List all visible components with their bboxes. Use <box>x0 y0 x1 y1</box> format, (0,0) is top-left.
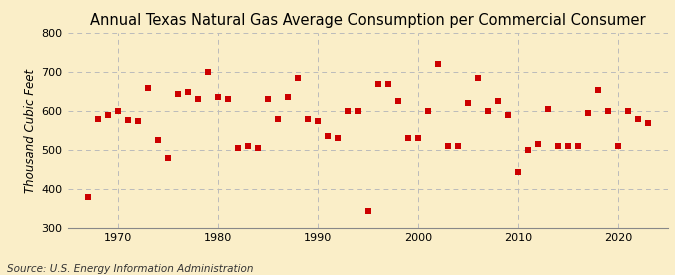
Point <box>593 87 603 92</box>
Text: Source: U.S. Energy Information Administration: Source: U.S. Energy Information Administ… <box>7 264 253 274</box>
Point <box>443 144 454 148</box>
Point <box>232 146 243 150</box>
Point <box>182 89 193 94</box>
Point <box>272 117 283 121</box>
Point <box>112 109 123 113</box>
Point <box>202 70 213 74</box>
Point <box>172 91 183 96</box>
Y-axis label: Thousand Cubic Feet: Thousand Cubic Feet <box>24 68 37 193</box>
Point <box>583 111 593 115</box>
Point <box>313 119 323 123</box>
Point <box>493 99 504 103</box>
Point <box>423 109 433 113</box>
Point <box>292 76 303 80</box>
Point <box>452 144 463 148</box>
Point <box>302 117 313 121</box>
Title: Annual Texas Natural Gas Average Consumption per Commercial Consumer: Annual Texas Natural Gas Average Consump… <box>90 13 646 28</box>
Point <box>263 97 273 101</box>
Point <box>643 121 653 125</box>
Point <box>282 95 293 100</box>
Point <box>412 136 423 141</box>
Point <box>513 169 524 174</box>
Point <box>392 99 403 103</box>
Point <box>383 82 394 86</box>
Point <box>572 144 583 148</box>
Point <box>533 142 543 147</box>
Point <box>462 101 473 106</box>
Point <box>212 95 223 100</box>
Point <box>342 109 353 113</box>
Point <box>332 136 343 141</box>
Point <box>132 119 143 123</box>
Point <box>362 208 373 213</box>
Point <box>603 109 614 113</box>
Point <box>402 136 413 141</box>
Point <box>92 117 103 121</box>
Point <box>472 76 483 80</box>
Point <box>553 144 564 148</box>
Point <box>82 195 93 199</box>
Point <box>102 113 113 117</box>
Point <box>632 117 643 121</box>
Point <box>483 109 493 113</box>
Point <box>352 109 363 113</box>
Point <box>623 109 634 113</box>
Point <box>543 107 554 111</box>
Point <box>222 97 233 101</box>
Point <box>152 138 163 142</box>
Point <box>162 156 173 160</box>
Point <box>323 134 333 139</box>
Point <box>242 144 253 148</box>
Point <box>142 86 153 90</box>
Point <box>613 144 624 148</box>
Point <box>433 62 443 67</box>
Point <box>122 117 133 122</box>
Point <box>373 82 383 86</box>
Point <box>563 144 574 148</box>
Point <box>522 148 533 152</box>
Point <box>503 113 514 117</box>
Point <box>192 97 203 101</box>
Point <box>252 146 263 150</box>
